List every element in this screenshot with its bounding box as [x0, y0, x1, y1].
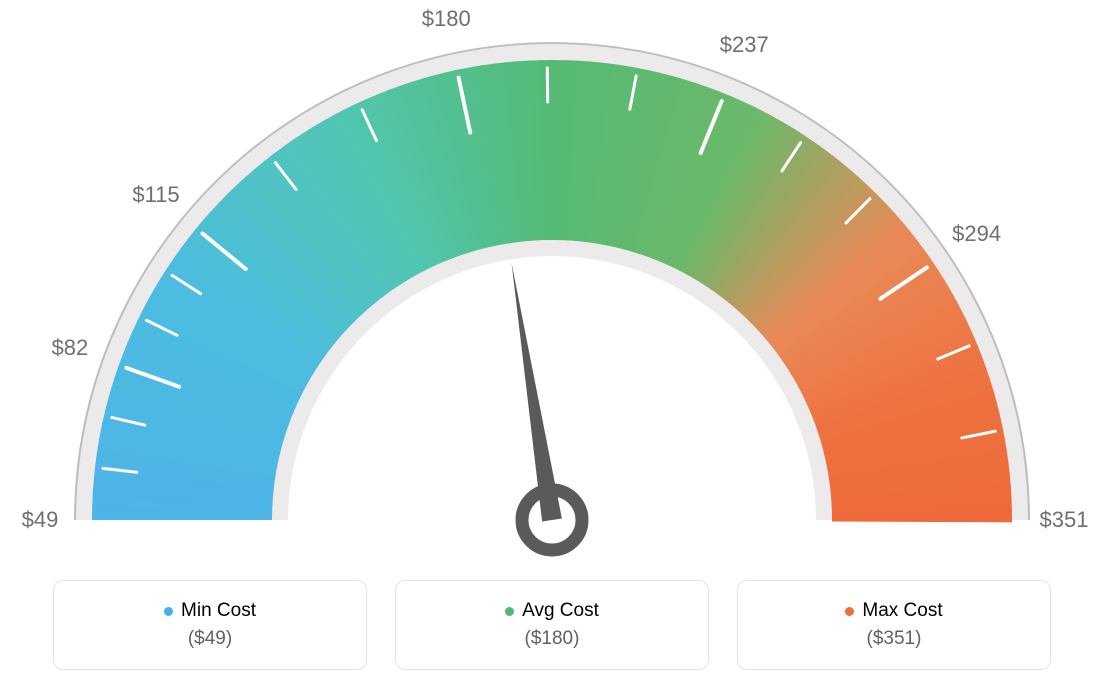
legend-title-avg: Avg Cost	[505, 600, 599, 622]
legend-dot-max	[845, 607, 854, 616]
legend-title-max: Max Cost	[845, 600, 942, 622]
legend-card-avg: Avg Cost ($180)	[395, 580, 709, 670]
legend-label-max: Max Cost	[862, 600, 942, 622]
tick-label: $294	[952, 221, 1001, 247]
legend-value-min: ($49)	[188, 628, 232, 650]
tick-label: $49	[22, 507, 59, 533]
legend-dot-avg	[505, 607, 514, 616]
legend-value-avg: ($180)	[525, 628, 580, 650]
legend-value-max: ($351)	[867, 628, 922, 650]
gauge-svg	[0, 0, 1104, 560]
legend-title-min: Min Cost	[164, 600, 256, 622]
legend-dot-min	[164, 607, 173, 616]
tick-label: $115	[132, 182, 179, 208]
legend-row: Min Cost ($49) Avg Cost ($180) Max Cost …	[0, 580, 1104, 672]
legend-card-min: Min Cost ($49)	[53, 580, 367, 670]
tick-label: $180	[422, 6, 471, 32]
tick-label: $351	[1040, 507, 1089, 533]
legend-label-min: Min Cost	[181, 600, 256, 622]
cost-gauge-chart: $49 $82 $115 $180 $237 $294 $351 Min Cost ($49…	[0, 0, 1104, 690]
legend-card-max: Max Cost ($351)	[737, 580, 1051, 670]
gauge-area: $49 $82 $115 $180 $237 $294 $351	[0, 0, 1104, 560]
legend-label-avg: Avg Cost	[522, 600, 599, 622]
tick-label: $82	[52, 335, 89, 361]
tick-label: $237	[720, 32, 769, 58]
